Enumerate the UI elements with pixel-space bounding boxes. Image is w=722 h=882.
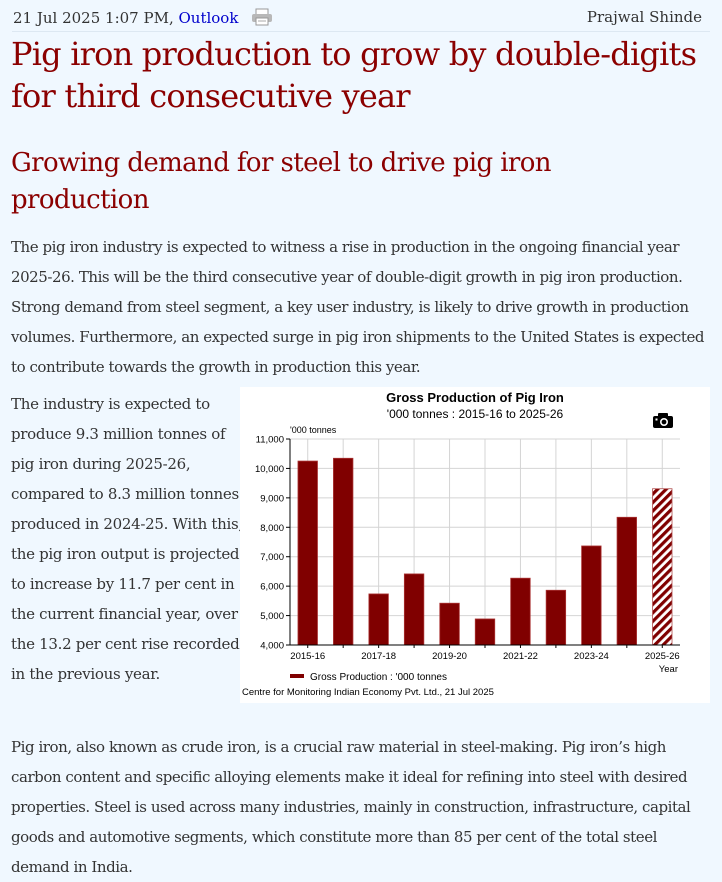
bar-2022-23: [545, 589, 567, 646]
article-meta: 21 Jul 2025 1:07 PM, Outlook: [13, 8, 273, 30]
bar-2015-16: [297, 460, 318, 646]
article-datetime: 21 Jul 2025 1:07 PM,: [13, 9, 179, 27]
bar-2021-22: [510, 577, 531, 646]
bar-2023-24: [581, 545, 602, 646]
y-axis-label: '000 tonnes: [290, 425, 337, 435]
chart-source: Centre for Monitoring Indian Economy Pvt…: [242, 687, 494, 698]
bar-2024-25: [616, 516, 637, 646]
x-tick-label: 2015-16: [290, 651, 325, 662]
chart-plot: 4,000 5,000 6,000 7,000 8,000 9,000 10,000 11,0…: [255, 425, 680, 675]
y-tick-label: 11,000: [256, 435, 284, 446]
production-chart: Gross Production of Pig Iron '000 tonnes…: [240, 387, 710, 703]
article-title: Pig iron production to grow by double-di…: [11, 35, 697, 115]
author-name: Prajwal Shinde: [586, 8, 702, 26]
chart-subtitle: '000 tonnes : 2015-16 to 2025-26: [386, 407, 564, 421]
x-axis-label: Year: [659, 664, 678, 675]
article-meta-bar: 21 Jul 2025 1:07 PM, Outlook Prajwal Shi…: [12, 0, 710, 32]
chart-title: Gross Production of Pig Iron: [386, 390, 564, 405]
bar-2018-19: [403, 573, 425, 646]
chart-legend: Gross Production : '000 tonnes: [290, 672, 447, 683]
y-tick-label: 10,000: [255, 464, 284, 475]
y-tick-label: 5,000: [260, 611, 284, 622]
x-tick-label: 2019-20: [432, 651, 467, 662]
y-tick-label: 9,000: [260, 493, 284, 504]
bar-2017-18: [368, 593, 389, 646]
printer-icon[interactable]: [251, 8, 273, 30]
y-tick-label: 4,000: [260, 641, 284, 652]
x-tick-label: 2017-18: [361, 651, 396, 662]
bar-2019-20: [439, 602, 460, 646]
y-tick-label: 6,000: [260, 582, 284, 593]
y-tick-label: 7,000: [260, 552, 284, 563]
y-tick-label: 8,000: [260, 523, 284, 534]
x-tick-label: 2025-26: [645, 651, 680, 662]
article-subtitle: Growing demand for steel to drive pig ir…: [11, 148, 552, 215]
x-tick-label: 2021-22: [503, 651, 538, 662]
bar-2016-17: [333, 457, 354, 646]
article-paragraph: Pig iron, also known as crude iron, is a…: [11, 738, 691, 876]
legend-swatch: [290, 674, 304, 678]
bar-2025-26: [652, 488, 673, 646]
category-link[interactable]: Outlook: [178, 9, 239, 27]
legend-label: Gross Production : '000 tonnes: [310, 672, 447, 683]
x-tick-label: 2023-24: [574, 651, 609, 662]
article-paragraph: The industry is expected to produce 9.3 …: [11, 395, 243, 683]
bar-2020-21: [474, 618, 496, 646]
article-paragraph: The pig iron industry is expected to wit…: [11, 238, 705, 376]
